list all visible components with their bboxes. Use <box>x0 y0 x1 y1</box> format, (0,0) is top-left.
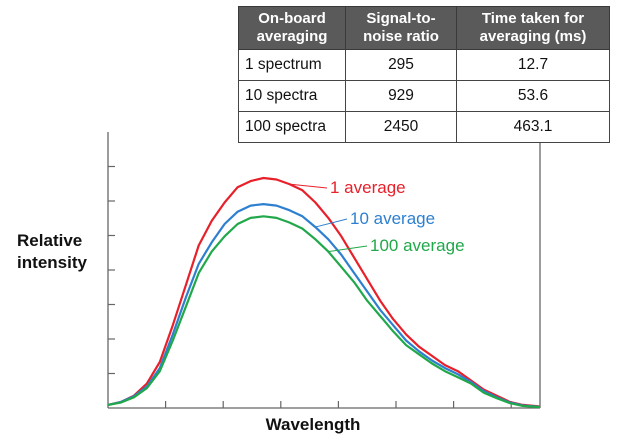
series-label: 10 average <box>350 209 435 228</box>
series-line-3 <box>107 215 541 409</box>
header-time-taken: Time taken for averaging (ms) <box>456 6 610 50</box>
table-cell: 10 spectra <box>238 80 346 112</box>
header-signal-to-noise: Signal-to-noise ratio <box>345 6 457 50</box>
series-label-leader <box>289 183 328 189</box>
table-cell: 929 <box>345 80 457 112</box>
series-label-leader <box>315 218 348 228</box>
table-cell: 463.1 <box>456 111 610 143</box>
y-axis-label-line-1: Relative <box>17 231 82 250</box>
chart-series <box>107 176 541 409</box>
header-on-board-averaging: On-board averaging <box>238 6 346 50</box>
series-line-1 <box>107 176 541 408</box>
series-line-2 <box>107 203 541 408</box>
y-axis-label-line-2: intensity <box>17 253 87 272</box>
series-label: 1 average <box>330 178 406 197</box>
table-row: 1 spectrum 295 12.7 <box>238 49 610 81</box>
table-cell: 295 <box>345 49 457 81</box>
series-label-leader <box>328 245 368 253</box>
table-cell: 100 spectra <box>238 111 346 143</box>
chart-labels: 1 average 10 average 100 average <box>289 178 465 255</box>
table-row: 100 spectra 2450 463.1 <box>238 111 610 143</box>
series-label: 100 average <box>370 236 465 255</box>
averaging-table: On-board averaging Signal-to-noise ratio… <box>238 6 610 143</box>
table-cell: 1 spectrum <box>238 49 346 81</box>
table-cell: 12.7 <box>456 49 610 81</box>
table-cell: 2450 <box>345 111 457 143</box>
table-header-row: On-board averaging Signal-to-noise ratio… <box>238 6 610 50</box>
y-axis-label: Relative intensity <box>17 231 87 272</box>
table-cell: 53.6 <box>456 80 610 112</box>
table-row: 10 spectra 929 53.6 <box>238 80 610 112</box>
x-axis-label: Wavelength <box>266 415 361 434</box>
chart-axes <box>107 132 541 409</box>
